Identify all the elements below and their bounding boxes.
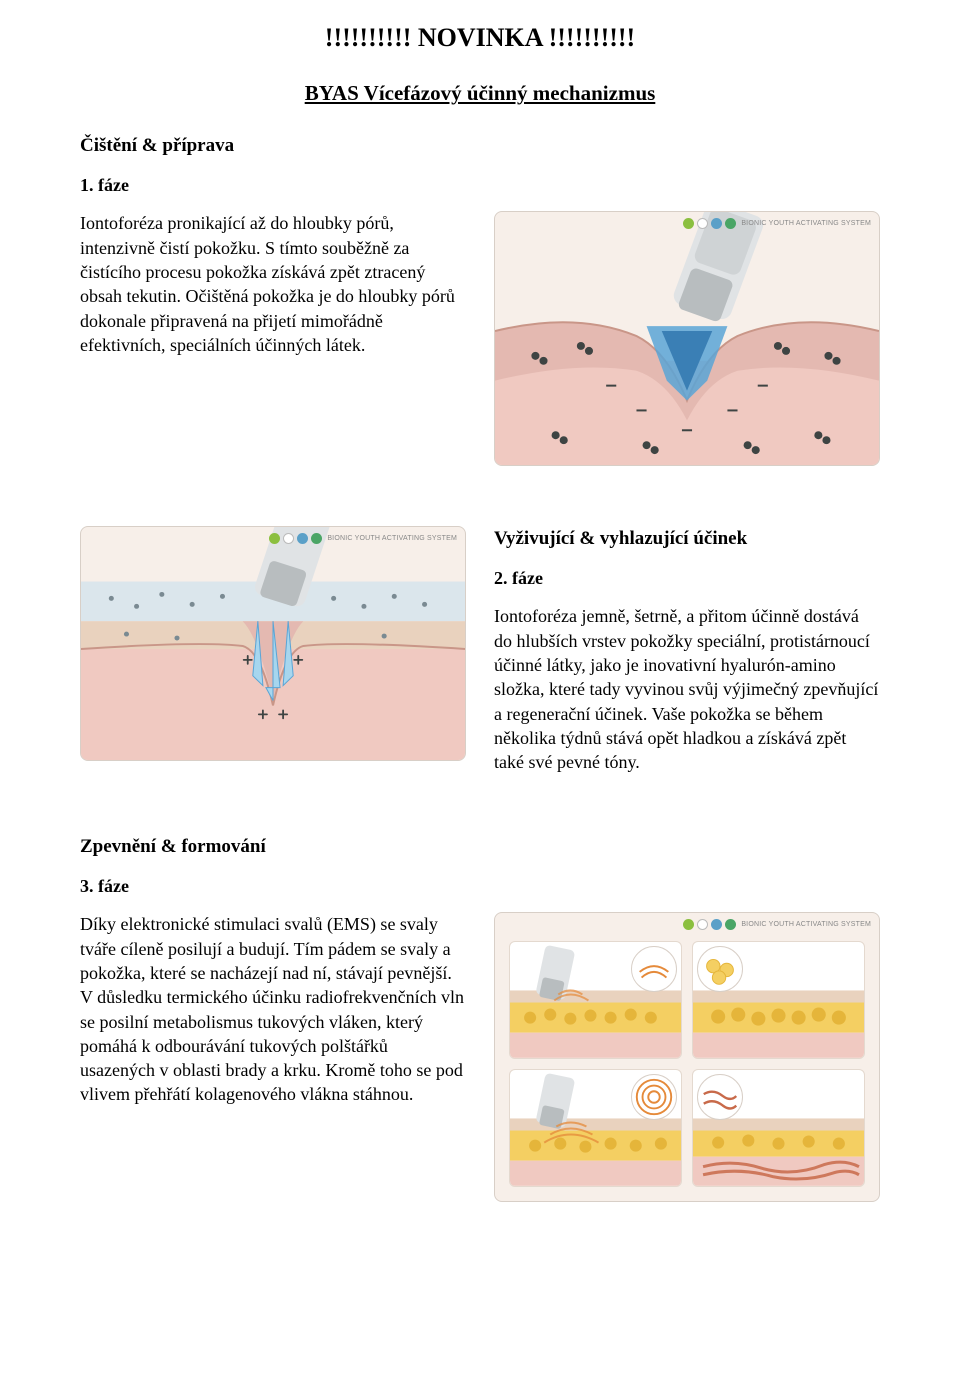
- phase3-text-col: Díky elektronické stimulaci svalů (EMS) …: [80, 912, 466, 1106]
- phase2-svg: [81, 527, 465, 760]
- phase3-inset-c: [631, 1074, 677, 1120]
- phase3-panel-fat: [692, 941, 865, 1059]
- phase1-label: 1. fáze: [80, 173, 880, 197]
- byas-logo-icon: BIONIC YOUTH ACTIVATING SYSTEM: [683, 919, 871, 930]
- phase2-illustration: BIONIC YOUTH ACTIVATING SYSTEM: [80, 526, 466, 761]
- phase3-body: Díky elektronické stimulaci svalů (EMS) …: [80, 912, 466, 1106]
- phase1-row: Iontoforéza pronikající až do hloubky pó…: [80, 211, 880, 466]
- phase2-body: Iontoforéza jemně, šetrně, a přitom účin…: [494, 604, 880, 774]
- phase2-label: 2. fáze: [494, 566, 880, 590]
- phase3-image-col: BIONIC YOUTH ACTIVATING SYSTEM: [494, 912, 880, 1202]
- phase1-heading: Čištění & příprava: [80, 133, 880, 159]
- byas-logo-icon: BIONIC YOUTH ACTIVATING SYSTEM: [269, 533, 457, 544]
- phase3-heading: Zpevnění & formování: [80, 834, 880, 860]
- phase1-illustration: BIONIC YOUTH ACTIVATING SYSTEM: [494, 211, 880, 466]
- page-subtitle: BYAS Vícefázový účinný mechanizmus: [80, 79, 880, 107]
- byas-logo-icon: BIONIC YOUTH ACTIVATING SYSTEM: [683, 218, 871, 229]
- phase3-grid: [509, 941, 865, 1187]
- phase3-row: Díky elektronické stimulaci svalů (EMS) …: [80, 912, 880, 1202]
- phase1-image-col: BIONIC YOUTH ACTIVATING SYSTEM: [494, 211, 880, 466]
- page-title: !!!!!!!!!! NOVINKA !!!!!!!!!!: [80, 20, 880, 55]
- phase2-row: BIONIC YOUTH ACTIVATING SYSTEM: [80, 526, 880, 774]
- phase3-illustration: BIONIC YOUTH ACTIVATING SYSTEM: [494, 912, 880, 1202]
- phase1-svg: [495, 212, 879, 465]
- phase3-inset-d: [697, 1074, 743, 1120]
- phase2-text-col: Vyživující & vyhlazující účinek 2. fáze …: [494, 526, 880, 774]
- phase3-panel-epidermis: [509, 941, 682, 1059]
- phase3-panel-collagen: [692, 1069, 865, 1187]
- phase3-inset-b: [697, 946, 743, 992]
- phase3-inset-a: [631, 946, 677, 992]
- phase3-panel-waves: [509, 1069, 682, 1187]
- phase1-body: Iontoforéza pronikající až do hloubky pó…: [80, 211, 466, 357]
- phase2-heading: Vyživující & vyhlazující účinek: [494, 526, 880, 552]
- phase2-image-col: BIONIC YOUTH ACTIVATING SYSTEM: [80, 526, 466, 761]
- phase1-text-col: Iontoforéza pronikající až do hloubky pó…: [80, 211, 466, 357]
- phase3-label: 3. fáze: [80, 874, 880, 898]
